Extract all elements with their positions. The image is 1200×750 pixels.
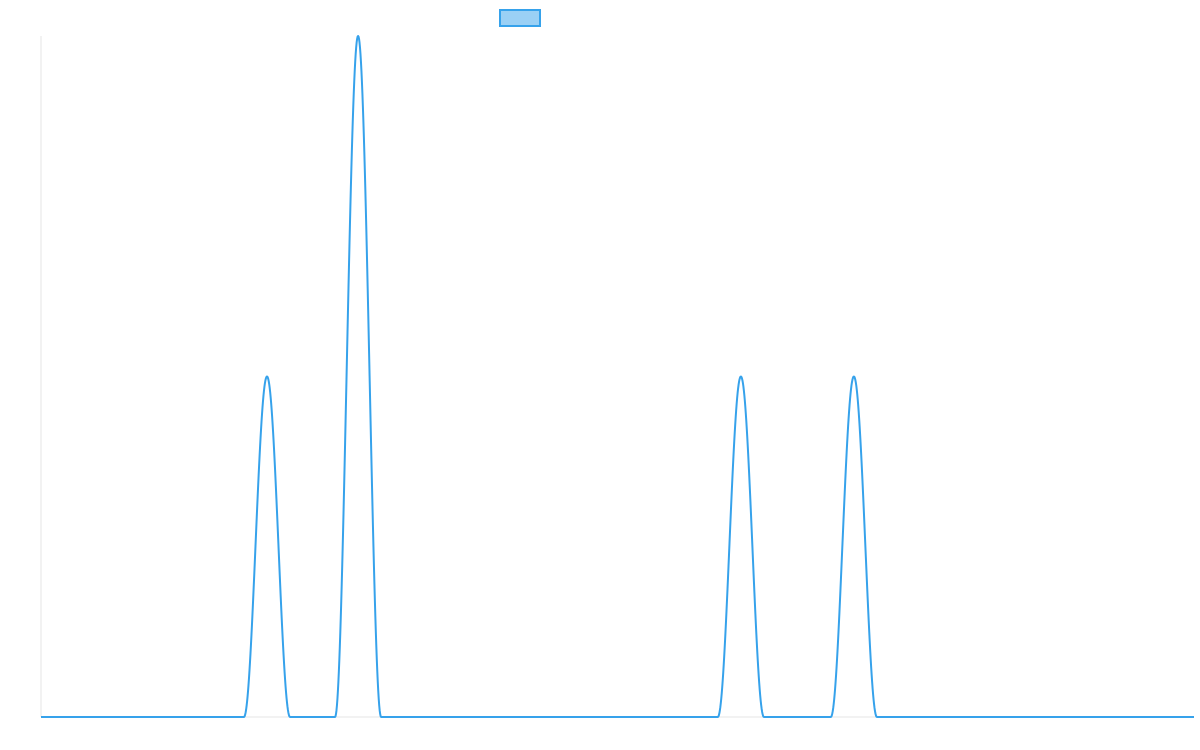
data-point-peak-3[interactable] bbox=[737, 373, 745, 381]
legend[interactable] bbox=[499, 9, 541, 27]
series-layer bbox=[40, 32, 1195, 718]
legend-swatch[interactable] bbox=[499, 9, 541, 27]
data-point-peak-1[interactable] bbox=[263, 373, 271, 381]
data-point-peak-2[interactable] bbox=[354, 32, 362, 40]
series-line bbox=[40, 35, 1195, 718]
data-point-peak-4[interactable] bbox=[850, 373, 858, 381]
